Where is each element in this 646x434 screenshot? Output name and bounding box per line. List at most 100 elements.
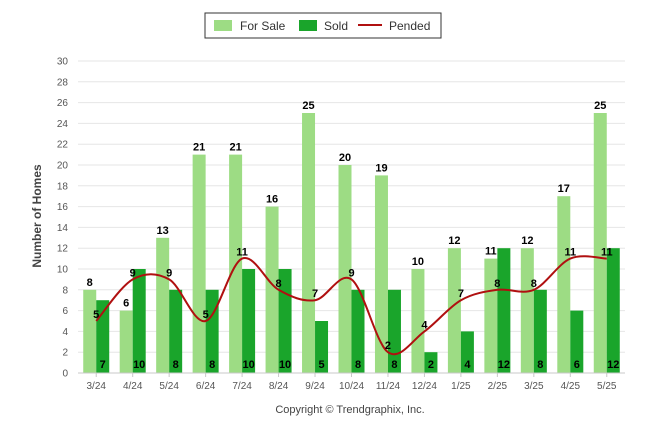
data-label-for-sale: 21 [229, 142, 241, 154]
bars [83, 113, 620, 373]
y-tick-label: 22 [57, 140, 69, 151]
data-label-pended: 7 [312, 288, 318, 300]
data-label-pended: 5 [203, 309, 209, 321]
y-tick-label: 0 [62, 369, 68, 380]
data-label-pended: 11 [236, 247, 248, 259]
data-label-sold: 5 [318, 359, 324, 371]
data-label-for-sale: 25 [302, 100, 314, 112]
data-label-pended: 11 [564, 247, 576, 259]
data-label-for-sale: 11 [485, 246, 497, 258]
data-label-for-sale: 10 [412, 256, 424, 268]
y-tick-label: 26 [57, 98, 69, 109]
y-tick-label: 6 [62, 306, 68, 317]
y-tick-label: 8 [62, 285, 68, 296]
bar-sold [497, 248, 511, 373]
x-tick-label: 5/25 [597, 381, 617, 392]
x-tick-label: 4/24 [123, 381, 143, 392]
x-tick-label: 2/25 [488, 381, 508, 392]
x-tick-label: 8/24 [269, 381, 289, 392]
data-label-pended: 9 [166, 267, 172, 279]
data-label-sold: 12 [498, 359, 510, 371]
data-label-sold: 6 [574, 359, 580, 371]
data-label-pended: 8 [494, 278, 500, 290]
data-label-sold: 8 [391, 359, 397, 371]
bar-for-sale [520, 248, 534, 373]
x-tick-label: 7/24 [232, 381, 252, 392]
bar-for-sale [338, 165, 352, 373]
data-label-for-sale: 16 [266, 194, 278, 206]
bar-for-sale [593, 113, 607, 373]
x-tick-label: 3/25 [524, 381, 544, 392]
data-labels: 8761013821821101610255208198102124111212… [87, 100, 620, 371]
data-label-sold: 8 [209, 359, 215, 371]
data-label-for-sale: 25 [594, 100, 606, 112]
data-label-sold: 10 [242, 359, 254, 371]
bar-for-sale [374, 175, 388, 373]
y-axis-title: Number of Homes [30, 164, 44, 268]
data-label-sold: 12 [607, 359, 619, 371]
bar-sold [570, 310, 584, 373]
data-label-sold: 4 [464, 359, 471, 371]
pended-line-path [95, 255, 607, 356]
data-label-sold: 10 [133, 359, 145, 371]
data-label-sold: 10 [279, 359, 291, 371]
x-tick-label: 4/25 [561, 381, 581, 392]
bar-sold [424, 352, 438, 373]
data-label-sold: 7 [100, 359, 106, 371]
legend-sold-label[interactable]: Sold [324, 19, 348, 33]
bar-sold [351, 289, 365, 373]
data-label-pended: 8 [276, 278, 282, 290]
bar-for-sale [484, 258, 498, 373]
data-label-pended: 7 [458, 288, 464, 300]
legend[interactable]: For Sale Sold Pended [204, 12, 442, 39]
data-label-pended: 9 [348, 267, 354, 279]
data-label-for-sale: 8 [87, 277, 93, 289]
bar-for-sale [119, 310, 133, 373]
data-label-for-sale: 21 [193, 142, 205, 154]
bar-sold [387, 289, 401, 373]
data-label-sold: 8 [355, 359, 361, 371]
y-tick-label: 18 [57, 181, 69, 192]
data-label-pended: 5 [93, 309, 99, 321]
bar-sold [315, 321, 329, 373]
data-label-for-sale: 6 [123, 298, 129, 310]
bar-for-sale [83, 289, 97, 373]
y-tick-label: 24 [57, 119, 69, 130]
y-tick-label: 28 [57, 77, 69, 88]
x-tick-label: 10/24 [339, 381, 364, 392]
bar-sold [242, 269, 256, 373]
data-label-sold: 2 [428, 359, 434, 371]
bar-for-sale [557, 196, 571, 373]
bar-sold [533, 289, 547, 373]
bar-for-sale [447, 248, 461, 373]
y-tick-label: 30 [57, 57, 69, 68]
data-label-pended: 11 [601, 247, 613, 259]
data-label-pended: 8 [531, 278, 537, 290]
legend-for-sale-label[interactable]: For Sale [240, 19, 286, 33]
y-tick-label: 10 [57, 265, 69, 276]
bar-for-sale [302, 113, 316, 373]
legend-pended-label[interactable]: Pended [389, 19, 430, 33]
data-label-sold: 8 [537, 359, 543, 371]
data-label-pended: 9 [130, 267, 136, 279]
bar-for-sale [192, 154, 206, 373]
data-label-for-sale: 12 [521, 235, 533, 247]
x-tick-label: 5/24 [159, 381, 179, 392]
bar-for-sale [411, 269, 425, 373]
data-label-for-sale: 12 [448, 235, 460, 247]
y-tick-label: 20 [57, 161, 69, 172]
data-label-sold: 8 [173, 359, 179, 371]
data-label-for-sale: 20 [339, 152, 351, 164]
pended-line [95, 255, 607, 356]
bar-sold [132, 269, 146, 373]
x-tick-label: 6/24 [196, 381, 216, 392]
copyright-text: Copyright © Trendgraphix, Inc. [275, 404, 424, 416]
y-tick-label: 16 [57, 202, 69, 213]
legend-for-sale-swatch [214, 20, 232, 31]
data-label-for-sale: 13 [157, 225, 169, 237]
bar-for-sale [265, 206, 279, 373]
y-tick-label: 4 [62, 327, 68, 338]
x-tick-label: 9/24 [305, 381, 325, 392]
